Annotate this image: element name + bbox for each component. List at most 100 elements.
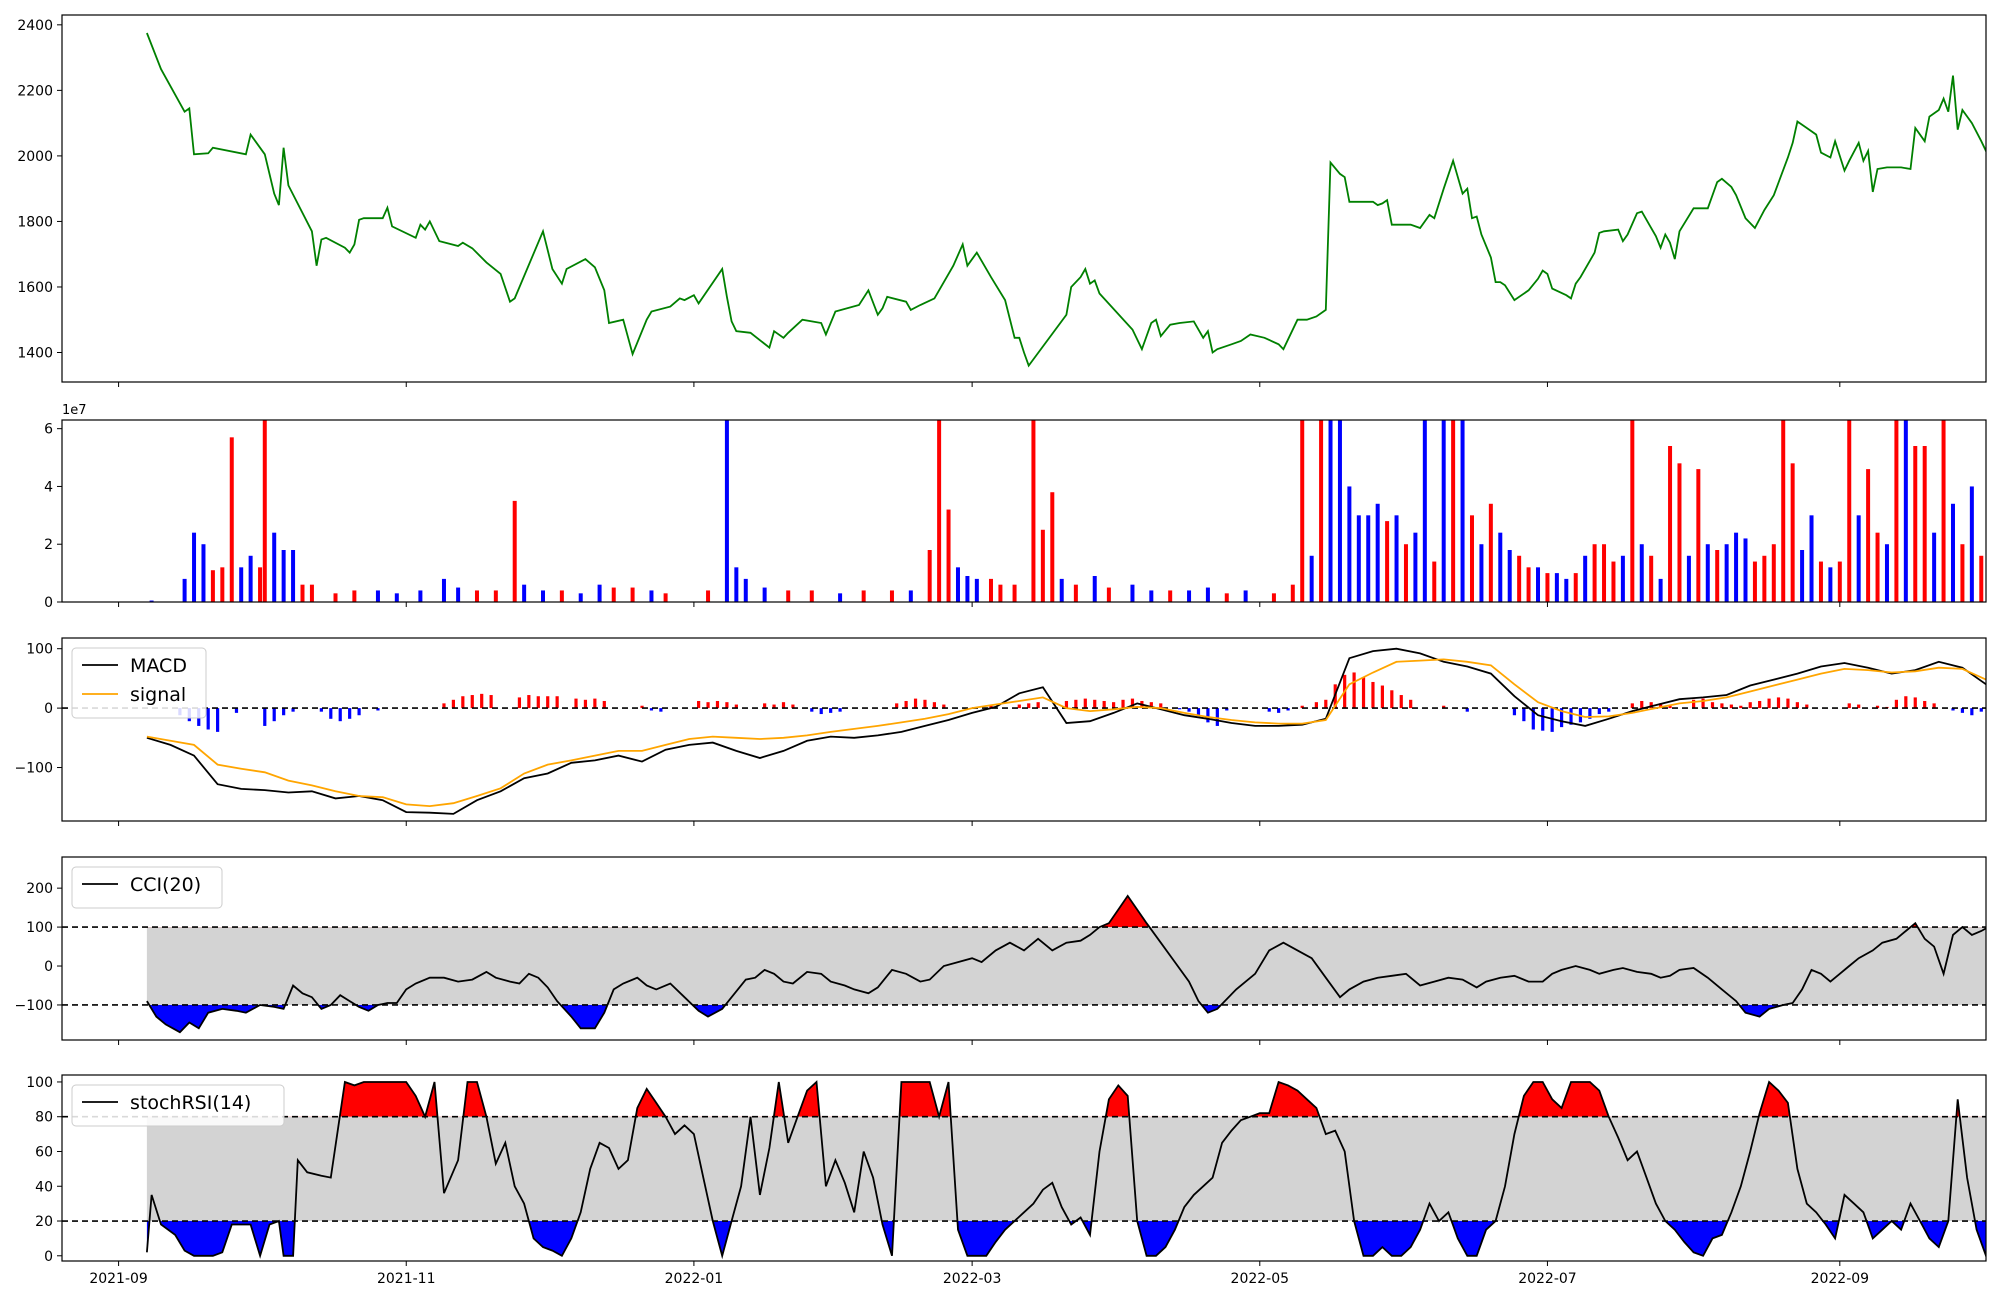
panel-1-ytick-label: 0 — [44, 595, 53, 611]
volume-bar — [1696, 469, 1701, 602]
macd-histogram-bar — [536, 696, 540, 709]
volume-bar — [974, 578, 979, 602]
macd-histogram-bar — [829, 708, 833, 713]
macd-histogram-bar — [1758, 700, 1762, 709]
volume-bar — [149, 600, 154, 602]
volume-bar — [291, 550, 296, 602]
volume-bar — [597, 584, 602, 602]
volume-bar — [1441, 420, 1446, 602]
volume-bar — [1243, 590, 1248, 602]
volume-bar — [1375, 503, 1380, 602]
volume-bar — [1922, 446, 1927, 602]
volume-bar — [201, 544, 206, 602]
macd-histogram-bar — [602, 700, 606, 709]
macd-histogram-bar — [1225, 708, 1229, 711]
macd-histogram-bar — [1668, 705, 1672, 709]
macd-histogram-bar — [697, 700, 701, 709]
volume-bar — [630, 587, 635, 602]
volume-bar — [1507, 550, 1512, 602]
volume-bar — [1012, 584, 1017, 602]
legend-label-stochrsi-14-: stochRSI(14) — [130, 1092, 251, 1114]
volume-bar — [394, 593, 399, 602]
panel-0-ytick-label: 1600 — [17, 280, 53, 296]
macd-histogram-bar — [329, 708, 333, 719]
panel-1-ytick-label: 6 — [44, 422, 53, 438]
volume-bar — [1743, 538, 1748, 602]
volume-bar — [1866, 469, 1871, 602]
macd-histogram-bar — [1607, 708, 1611, 712]
volume-bar — [1536, 567, 1541, 602]
volume-bar — [1413, 532, 1418, 602]
macd-histogram-bar — [1111, 702, 1116, 709]
macd-histogram-bar — [1390, 690, 1394, 709]
volume-bar — [908, 590, 913, 602]
volume-bar — [1149, 590, 1154, 602]
panel-1-ytick-label: 2 — [44, 537, 53, 553]
volume-bar — [1724, 544, 1729, 602]
macd-histogram-bar — [819, 708, 823, 715]
macd-histogram-bar — [461, 696, 465, 709]
volume-bar — [988, 578, 993, 602]
macd-histogram-bar — [706, 702, 710, 709]
macd-histogram-bar — [1159, 703, 1163, 709]
volume-bar — [1818, 561, 1823, 602]
volume-bar — [1073, 584, 1078, 602]
macd-histogram-bar — [1923, 700, 1927, 709]
macd-histogram-bar — [583, 699, 588, 709]
volume-bar — [1630, 420, 1635, 602]
macd-histogram-bar — [1875, 705, 1880, 709]
volume-bar — [937, 420, 942, 602]
panel-0-ytick-label: 2200 — [17, 83, 53, 99]
volume-bar — [1941, 420, 1946, 602]
legend-box — [71, 1084, 285, 1127]
volume-bar — [955, 567, 960, 602]
volume-bar — [1573, 573, 1578, 602]
volume-bar — [441, 578, 446, 602]
volume-bar — [1884, 544, 1889, 602]
panel-3-neutral-band — [146, 927, 1986, 1005]
volume-bar — [649, 590, 654, 602]
cci-line — [146, 894, 1986, 1034]
macd-histogram-bar — [1640, 700, 1644, 709]
volume-bar — [1498, 532, 1503, 602]
macd-histogram-bar — [1149, 702, 1153, 709]
macd-histogram-bar — [1805, 704, 1809, 709]
volume-bar — [1050, 492, 1055, 602]
panel-2-ytick-label: −100 — [15, 761, 53, 777]
macd-histogram-bar — [1215, 708, 1219, 726]
macd-histogram-bar — [904, 700, 908, 709]
volume-bar — [889, 590, 894, 602]
volume-bar — [1969, 486, 1974, 602]
macd-histogram-bar — [489, 695, 493, 709]
macd-histogram-bar — [348, 708, 352, 719]
macd-histogram-bar — [1970, 708, 1974, 716]
volume-bar — [1903, 420, 1908, 602]
volume-bar — [1790, 463, 1795, 602]
macd-histogram-bar — [781, 702, 786, 709]
volume-bar — [375, 590, 380, 602]
macd-histogram-bar — [791, 704, 795, 709]
volume-bar — [1771, 544, 1776, 602]
macd-histogram-bar — [263, 708, 267, 726]
macd-histogram-bar — [546, 696, 550, 709]
macd-histogram-bar — [1550, 708, 1554, 732]
panel-0-ytick-label: 1800 — [17, 214, 53, 230]
macd-histogram-bar — [1739, 705, 1743, 709]
macd-histogram-bar — [470, 695, 474, 709]
panel-3-ytick-label: 200 — [26, 881, 53, 897]
panel-4-neutral-band — [146, 1116, 1986, 1222]
macd-histogram-bar — [1074, 699, 1078, 709]
volume-bar — [493, 590, 498, 602]
volume-bar — [1224, 593, 1229, 602]
volume-bar — [1658, 578, 1663, 602]
plot-frames-and-axes: 14001600180020002200240002461e7−1000100M… — [15, 14, 1987, 1287]
macd-histogram-bar — [725, 702, 729, 709]
volume-bar — [663, 593, 668, 602]
volume-bar — [1809, 515, 1814, 602]
macd-histogram-bar — [1324, 699, 1328, 709]
volume-bar — [578, 593, 583, 602]
volume-bar — [456, 587, 461, 602]
macd-histogram-bar — [1178, 708, 1182, 710]
volume-bar — [309, 584, 314, 602]
macd-histogram-bar — [1913, 697, 1917, 709]
